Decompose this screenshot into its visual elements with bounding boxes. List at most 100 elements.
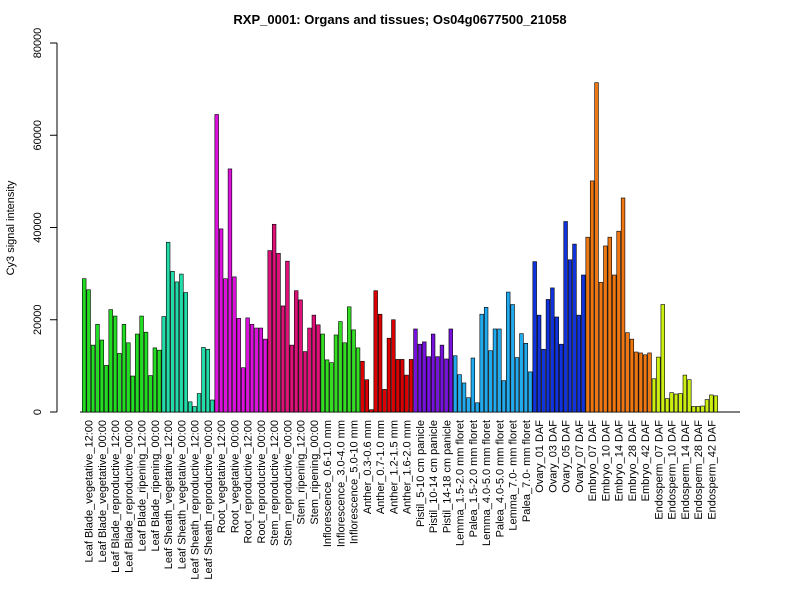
bar — [214, 114, 219, 413]
bar — [426, 356, 431, 413]
x-tick-label: Palea_7.0- mm floret — [521, 420, 533, 522]
bar — [453, 355, 458, 413]
x-tick-label: Embryo_42 DAF — [640, 420, 652, 502]
x-tick-label: Ovary_01 DAF — [534, 420, 546, 493]
bar — [117, 353, 122, 413]
x-tick-label: Endosperm_07 DAF — [653, 420, 665, 520]
bar — [179, 273, 184, 413]
bar — [351, 329, 356, 413]
bar — [603, 245, 608, 413]
bar — [483, 306, 489, 413]
bar — [461, 382, 467, 413]
bar — [400, 359, 405, 413]
bar — [205, 348, 211, 413]
bar — [165, 241, 171, 413]
bar — [157, 349, 162, 413]
bar — [444, 358, 449, 413]
x-tick-label: Root_vegetative_00:00 — [229, 420, 241, 533]
bar — [386, 337, 392, 413]
bar — [457, 374, 462, 413]
bar — [183, 292, 188, 413]
bar — [135, 333, 140, 413]
bar — [691, 406, 696, 413]
x-tick-label: Lemma_4.0-5.0 mm floret — [481, 420, 493, 546]
x-tick-label: Endosperm_42 DAF — [706, 420, 718, 520]
y-tick-label: 0 — [32, 409, 44, 415]
bar — [188, 401, 193, 413]
bar — [492, 328, 498, 413]
bar — [192, 406, 197, 413]
bar — [563, 221, 568, 413]
bar — [541, 348, 546, 413]
bar — [439, 344, 445, 413]
x-tick-label: Leaf Blade_vegetative_00:00 — [97, 420, 109, 563]
bar — [656, 356, 661, 413]
bar — [682, 374, 688, 413]
bar — [475, 402, 480, 413]
bar — [673, 393, 679, 413]
bar — [510, 304, 515, 413]
x-tick-label: Leaf Blade_ripening_00:00 — [150, 420, 162, 552]
bar — [311, 314, 317, 413]
bar — [218, 228, 224, 413]
bar — [585, 236, 590, 413]
bar — [263, 338, 268, 413]
bar — [364, 379, 370, 413]
bar — [355, 347, 361, 413]
bar — [532, 261, 537, 413]
bar — [148, 375, 153, 413]
bar — [665, 398, 670, 413]
bar — [651, 378, 657, 413]
bar — [249, 324, 255, 413]
x-tick-label: Stem_ripening_00:00 — [309, 420, 321, 525]
bar — [430, 333, 436, 413]
bar — [333, 334, 339, 413]
bar — [112, 315, 118, 413]
bar — [550, 287, 555, 413]
x-tick-label: Leaf Sheath_vegetative_12:00 — [163, 420, 175, 569]
bar — [82, 278, 87, 413]
bar — [382, 389, 387, 413]
x-tick-label: Leaf Blade_ripening_12:00 — [137, 420, 149, 552]
x-tick-label: Endosperm_10 DAF — [667, 420, 679, 520]
x-tick-label: Inflorescence_0.6-1.0 mm — [322, 420, 334, 547]
bar — [435, 356, 440, 413]
bar — [581, 274, 586, 413]
x-tick-label: Leaf Sheath_reproductive_00:00 — [203, 420, 215, 580]
bar — [210, 399, 215, 413]
x-tick-label: Leaf Sheath_vegetative_00:00 — [176, 420, 188, 569]
bar — [316, 324, 321, 413]
bar — [196, 393, 202, 413]
bar — [130, 375, 135, 413]
bar — [377, 313, 383, 413]
bar — [572, 243, 577, 413]
bar — [422, 341, 427, 413]
bar — [391, 319, 396, 413]
x-tick-label: Stem_ripening_12:00 — [296, 420, 308, 525]
x-tick-label: Embryo_14 DAF — [614, 420, 626, 502]
bar — [395, 359, 400, 413]
x-tick-label: Ovary_05 DAF — [561, 420, 573, 493]
x-tick-label: Lemma_1.5-2.0 mm floret — [455, 420, 467, 546]
bar — [152, 347, 158, 413]
bar — [99, 339, 105, 413]
bar — [612, 274, 617, 413]
bar — [104, 365, 109, 413]
bar — [479, 313, 484, 413]
x-tick-label: Inflorescence_3.0-4.0 mm — [335, 420, 347, 547]
bar — [700, 405, 705, 413]
bar — [554, 316, 559, 413]
bar — [448, 328, 453, 413]
bar — [408, 359, 414, 413]
x-tick-label: Embryo_07 DAF — [587, 420, 599, 502]
bar — [223, 278, 228, 413]
y-tick-label: 40000 — [32, 212, 44, 243]
bar — [245, 317, 250, 413]
bar — [294, 290, 299, 413]
bar — [342, 342, 347, 413]
bar — [576, 314, 582, 413]
bar — [536, 314, 542, 413]
bar — [236, 318, 241, 413]
